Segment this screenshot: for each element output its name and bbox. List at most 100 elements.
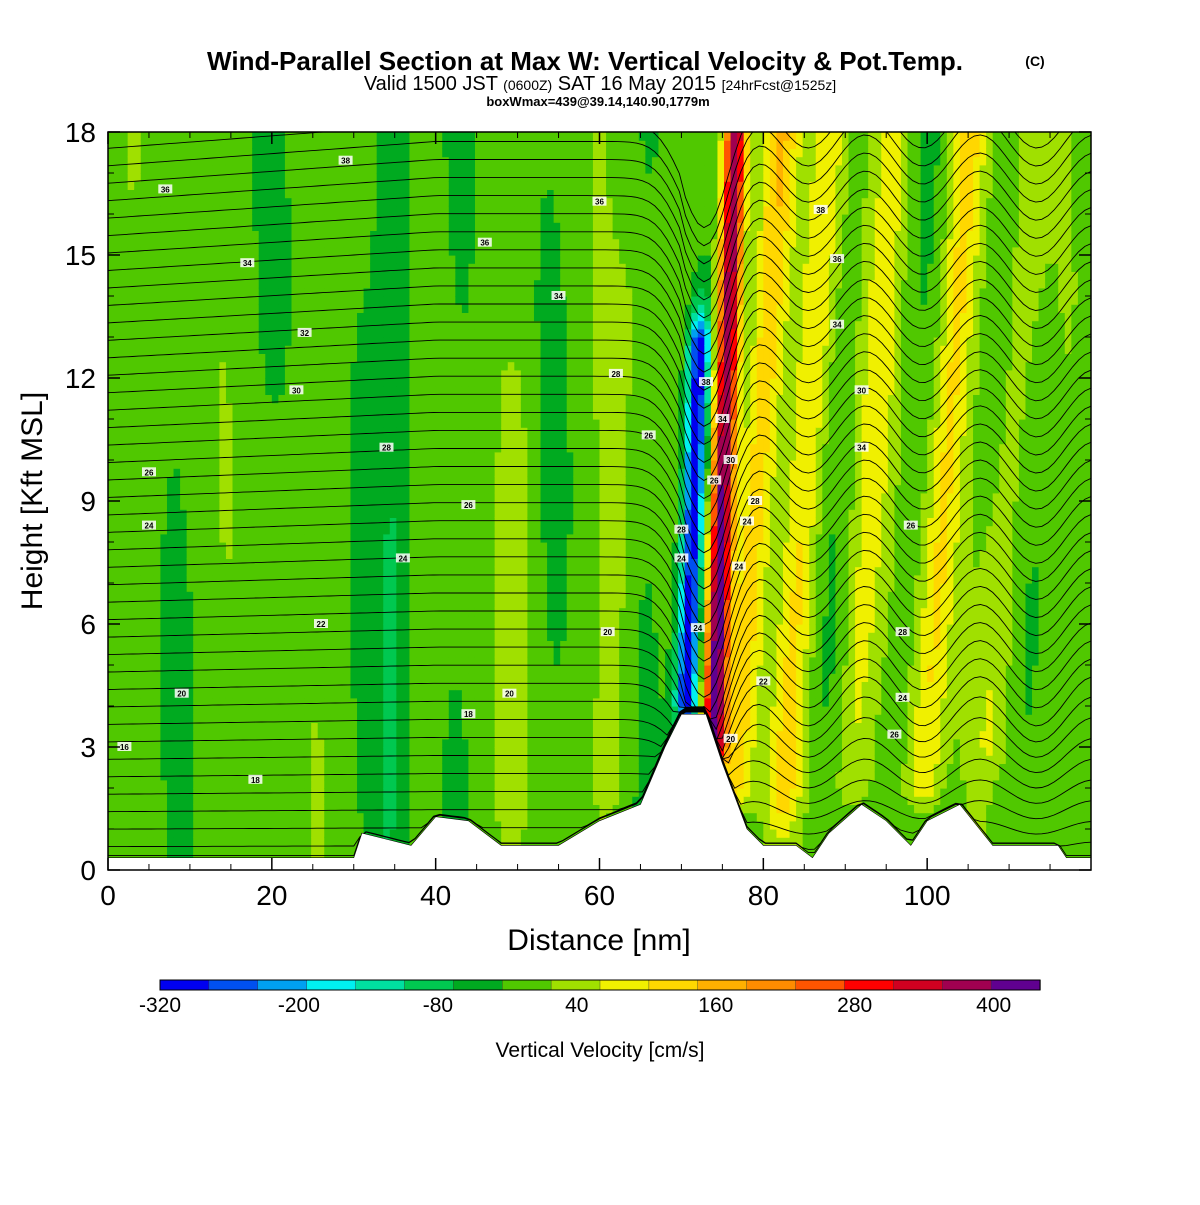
w-cell xyxy=(350,222,358,231)
w-cell xyxy=(409,820,417,830)
w-cell xyxy=(429,632,437,641)
w-cell xyxy=(265,140,273,149)
w-cell xyxy=(186,148,194,158)
w-cell xyxy=(429,460,437,469)
w-cell xyxy=(311,238,319,248)
w-cell xyxy=(304,845,312,855)
w-cell xyxy=(435,542,443,551)
w-cell xyxy=(324,263,332,272)
w-cell xyxy=(239,632,247,641)
w-cell xyxy=(186,492,194,502)
w-cell xyxy=(239,378,247,387)
w-cell xyxy=(376,574,384,584)
w-cell xyxy=(350,189,358,199)
w-cell xyxy=(324,550,332,559)
w-cell xyxy=(324,812,332,822)
w-cell xyxy=(121,566,129,576)
w-cell xyxy=(232,788,240,797)
w-cell xyxy=(121,361,129,371)
w-cell xyxy=(186,353,194,363)
w-cell xyxy=(127,812,135,822)
w-cell xyxy=(108,665,116,674)
w-cell xyxy=(317,419,325,428)
w-cell xyxy=(370,181,378,190)
w-cell xyxy=(455,747,463,756)
w-cell xyxy=(389,156,397,166)
w-cell xyxy=(455,525,463,535)
w-cell xyxy=(219,796,227,805)
w-cell xyxy=(422,132,430,141)
w-cell xyxy=(180,788,188,797)
w-cell xyxy=(121,624,129,633)
w-cell xyxy=(422,607,430,617)
w-cell xyxy=(304,501,312,510)
w-cell xyxy=(252,640,260,650)
w-cell xyxy=(402,673,411,682)
w-cell xyxy=(389,320,397,330)
w-cell xyxy=(402,615,411,625)
w-cell xyxy=(416,238,424,248)
w-cell xyxy=(193,263,201,272)
w-cell xyxy=(337,386,345,395)
w-cell xyxy=(337,779,345,789)
w-cell xyxy=(435,681,443,691)
w-cell xyxy=(193,788,201,797)
w-cell xyxy=(219,197,227,207)
w-cell xyxy=(298,189,306,199)
w-cell xyxy=(343,263,352,272)
w-cell xyxy=(337,320,345,330)
w-cell xyxy=(376,419,384,428)
w-cell xyxy=(265,337,273,346)
w-cell xyxy=(330,640,338,650)
w-cell xyxy=(448,624,456,633)
w-cell xyxy=(121,829,129,838)
w-cell xyxy=(160,394,168,404)
w-cell xyxy=(455,706,463,715)
w-cell xyxy=(147,451,155,461)
w-cell xyxy=(212,615,220,625)
w-cell xyxy=(180,304,188,313)
w-cell xyxy=(409,771,417,781)
w-cell xyxy=(389,484,397,494)
w-cell xyxy=(337,714,345,723)
w-cell xyxy=(166,140,175,149)
w-cell xyxy=(402,763,411,773)
w-cell xyxy=(258,714,266,723)
w-cell xyxy=(193,148,201,158)
w-cell xyxy=(199,410,207,420)
w-cell xyxy=(291,648,299,658)
w-cell xyxy=(461,574,470,584)
w-cell xyxy=(265,246,273,256)
w-cell xyxy=(402,222,411,231)
w-cell xyxy=(396,566,404,576)
w-cell xyxy=(278,386,286,395)
w-cell xyxy=(442,714,450,723)
w-cell xyxy=(311,345,319,354)
w-cell xyxy=(232,804,240,814)
w-cell xyxy=(160,173,168,182)
w-cell xyxy=(442,246,450,256)
w-cell xyxy=(245,615,253,625)
w-cell xyxy=(455,369,463,379)
w-cell xyxy=(147,427,155,436)
w-cell xyxy=(232,517,240,527)
w-cell xyxy=(147,738,155,748)
w-cell xyxy=(337,648,345,658)
w-cell xyxy=(409,435,417,445)
w-cell xyxy=(127,304,135,313)
w-cell xyxy=(173,673,181,682)
w-cell xyxy=(245,542,253,551)
w-cell xyxy=(317,656,325,666)
w-cell xyxy=(239,369,247,379)
w-cell xyxy=(153,624,162,633)
w-cell xyxy=(134,599,142,609)
w-cell xyxy=(363,255,371,264)
w-cell xyxy=(232,796,240,805)
w-cell xyxy=(468,591,476,600)
w-cell xyxy=(239,615,247,625)
w-cell xyxy=(186,328,194,338)
w-cell xyxy=(350,238,358,248)
w-cell xyxy=(383,222,391,231)
w-cell xyxy=(284,328,293,338)
w-cell xyxy=(376,542,384,551)
